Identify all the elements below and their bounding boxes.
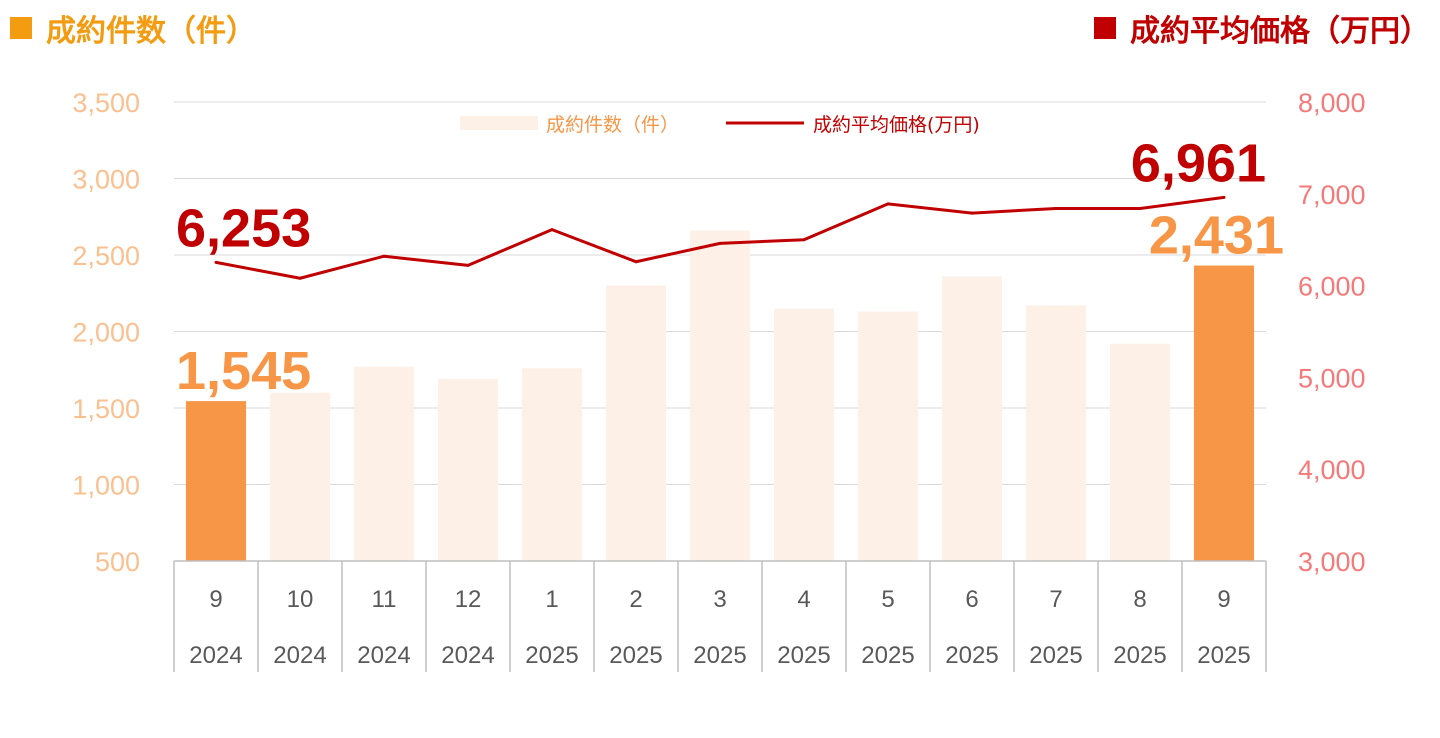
category-month-label: 9 (209, 586, 222, 613)
category-month-label: 1 (545, 586, 558, 613)
category-month-label: 2 (629, 586, 642, 613)
data-label: 2,431 (1149, 206, 1284, 266)
price-point (970, 211, 974, 215)
category-month-label: 9 (1217, 586, 1230, 613)
price-point (1054, 206, 1058, 210)
right-axis-tick-label: 8,000 (1298, 88, 1366, 118)
price-point (718, 241, 722, 245)
category-month-label: 11 (372, 586, 397, 613)
bar (270, 392, 330, 561)
left-axis-tick-label: 2,500 (72, 241, 140, 271)
category-year-label: 2024 (273, 642, 326, 669)
category-month-label: 7 (1049, 586, 1062, 613)
bar (1194, 265, 1254, 561)
right-axis-tick-label: 7,000 (1298, 180, 1366, 210)
left-axis-tick-label: 1,000 (72, 471, 140, 501)
legend-line-label: 成約平均価格(万円) (813, 114, 980, 136)
price-point (382, 254, 386, 258)
data-label: 6,253 (176, 198, 311, 258)
left-axis-tick-label: 500 (95, 547, 140, 577)
price-point (550, 228, 554, 232)
price-point (214, 260, 218, 264)
category-month-label: 5 (881, 586, 894, 613)
right-axis-tick-label: 3,000 (1298, 547, 1366, 577)
bar (438, 378, 498, 561)
category-year-label: 2025 (1029, 642, 1082, 669)
category-month-label: 6 (965, 586, 978, 613)
right-axis-tick-label: 5,000 (1298, 363, 1366, 393)
legend-bar-label: 成約件数（件） (546, 114, 679, 136)
category-month-label: 12 (455, 586, 482, 613)
data-label: 1,545 (176, 341, 311, 401)
price-point (466, 263, 470, 267)
bar-series-swatch (10, 17, 32, 39)
price-point (634, 260, 638, 264)
category-year-label: 2024 (441, 642, 494, 669)
left-axis-tick-label: 3,500 (72, 88, 140, 118)
right-axis-header: 成約平均価格（万円） (1094, 6, 1430, 50)
bar (522, 368, 582, 561)
category-month-label: 3 (713, 586, 726, 613)
category-month-label: 8 (1133, 586, 1146, 613)
left-axis-header: 成約件数（件） (10, 6, 256, 50)
bar (354, 366, 414, 561)
right-axis-tick-label: 4,000 (1298, 455, 1366, 485)
category-year-label: 2025 (945, 642, 998, 669)
category-year-label: 2025 (861, 642, 914, 669)
category-year-label: 2025 (525, 642, 578, 669)
left-axis-tick-label: 1,500 (72, 394, 140, 424)
right-axis-title: 成約平均価格（万円） (1130, 14, 1430, 49)
category-year-label: 2025 (693, 642, 746, 669)
category-year-label: 2025 (1197, 642, 1250, 669)
category-month-label: 10 (287, 586, 314, 613)
price-point (886, 202, 890, 206)
data-label: 6,961 (1131, 133, 1266, 193)
category-year-label: 2025 (609, 642, 662, 669)
bar (690, 230, 750, 561)
right-axis-tick-label: 6,000 (1298, 272, 1366, 302)
legend-bar-swatch (460, 116, 538, 130)
bar (1110, 343, 1170, 561)
bar (606, 285, 666, 561)
category-month-label: 4 (797, 586, 810, 613)
bar (1026, 305, 1086, 561)
bar (942, 276, 1002, 561)
line-series-swatch (1094, 17, 1116, 39)
price-point (1138, 206, 1142, 210)
bar (774, 308, 834, 561)
price-point (1222, 195, 1226, 199)
left-axis-tick-label: 3,000 (72, 165, 140, 195)
category-year-label: 2025 (1113, 642, 1166, 669)
left-axis-title: 成約件数（件） (46, 14, 256, 49)
left-axis-tick-label: 2,000 (72, 318, 140, 348)
category-year-label: 2024 (357, 642, 410, 669)
category-year-label: 2025 (777, 642, 830, 669)
category-year-label: 2024 (189, 642, 242, 669)
price-point (802, 238, 806, 242)
bar (858, 311, 918, 561)
bar (186, 401, 246, 561)
price-point (298, 276, 302, 280)
